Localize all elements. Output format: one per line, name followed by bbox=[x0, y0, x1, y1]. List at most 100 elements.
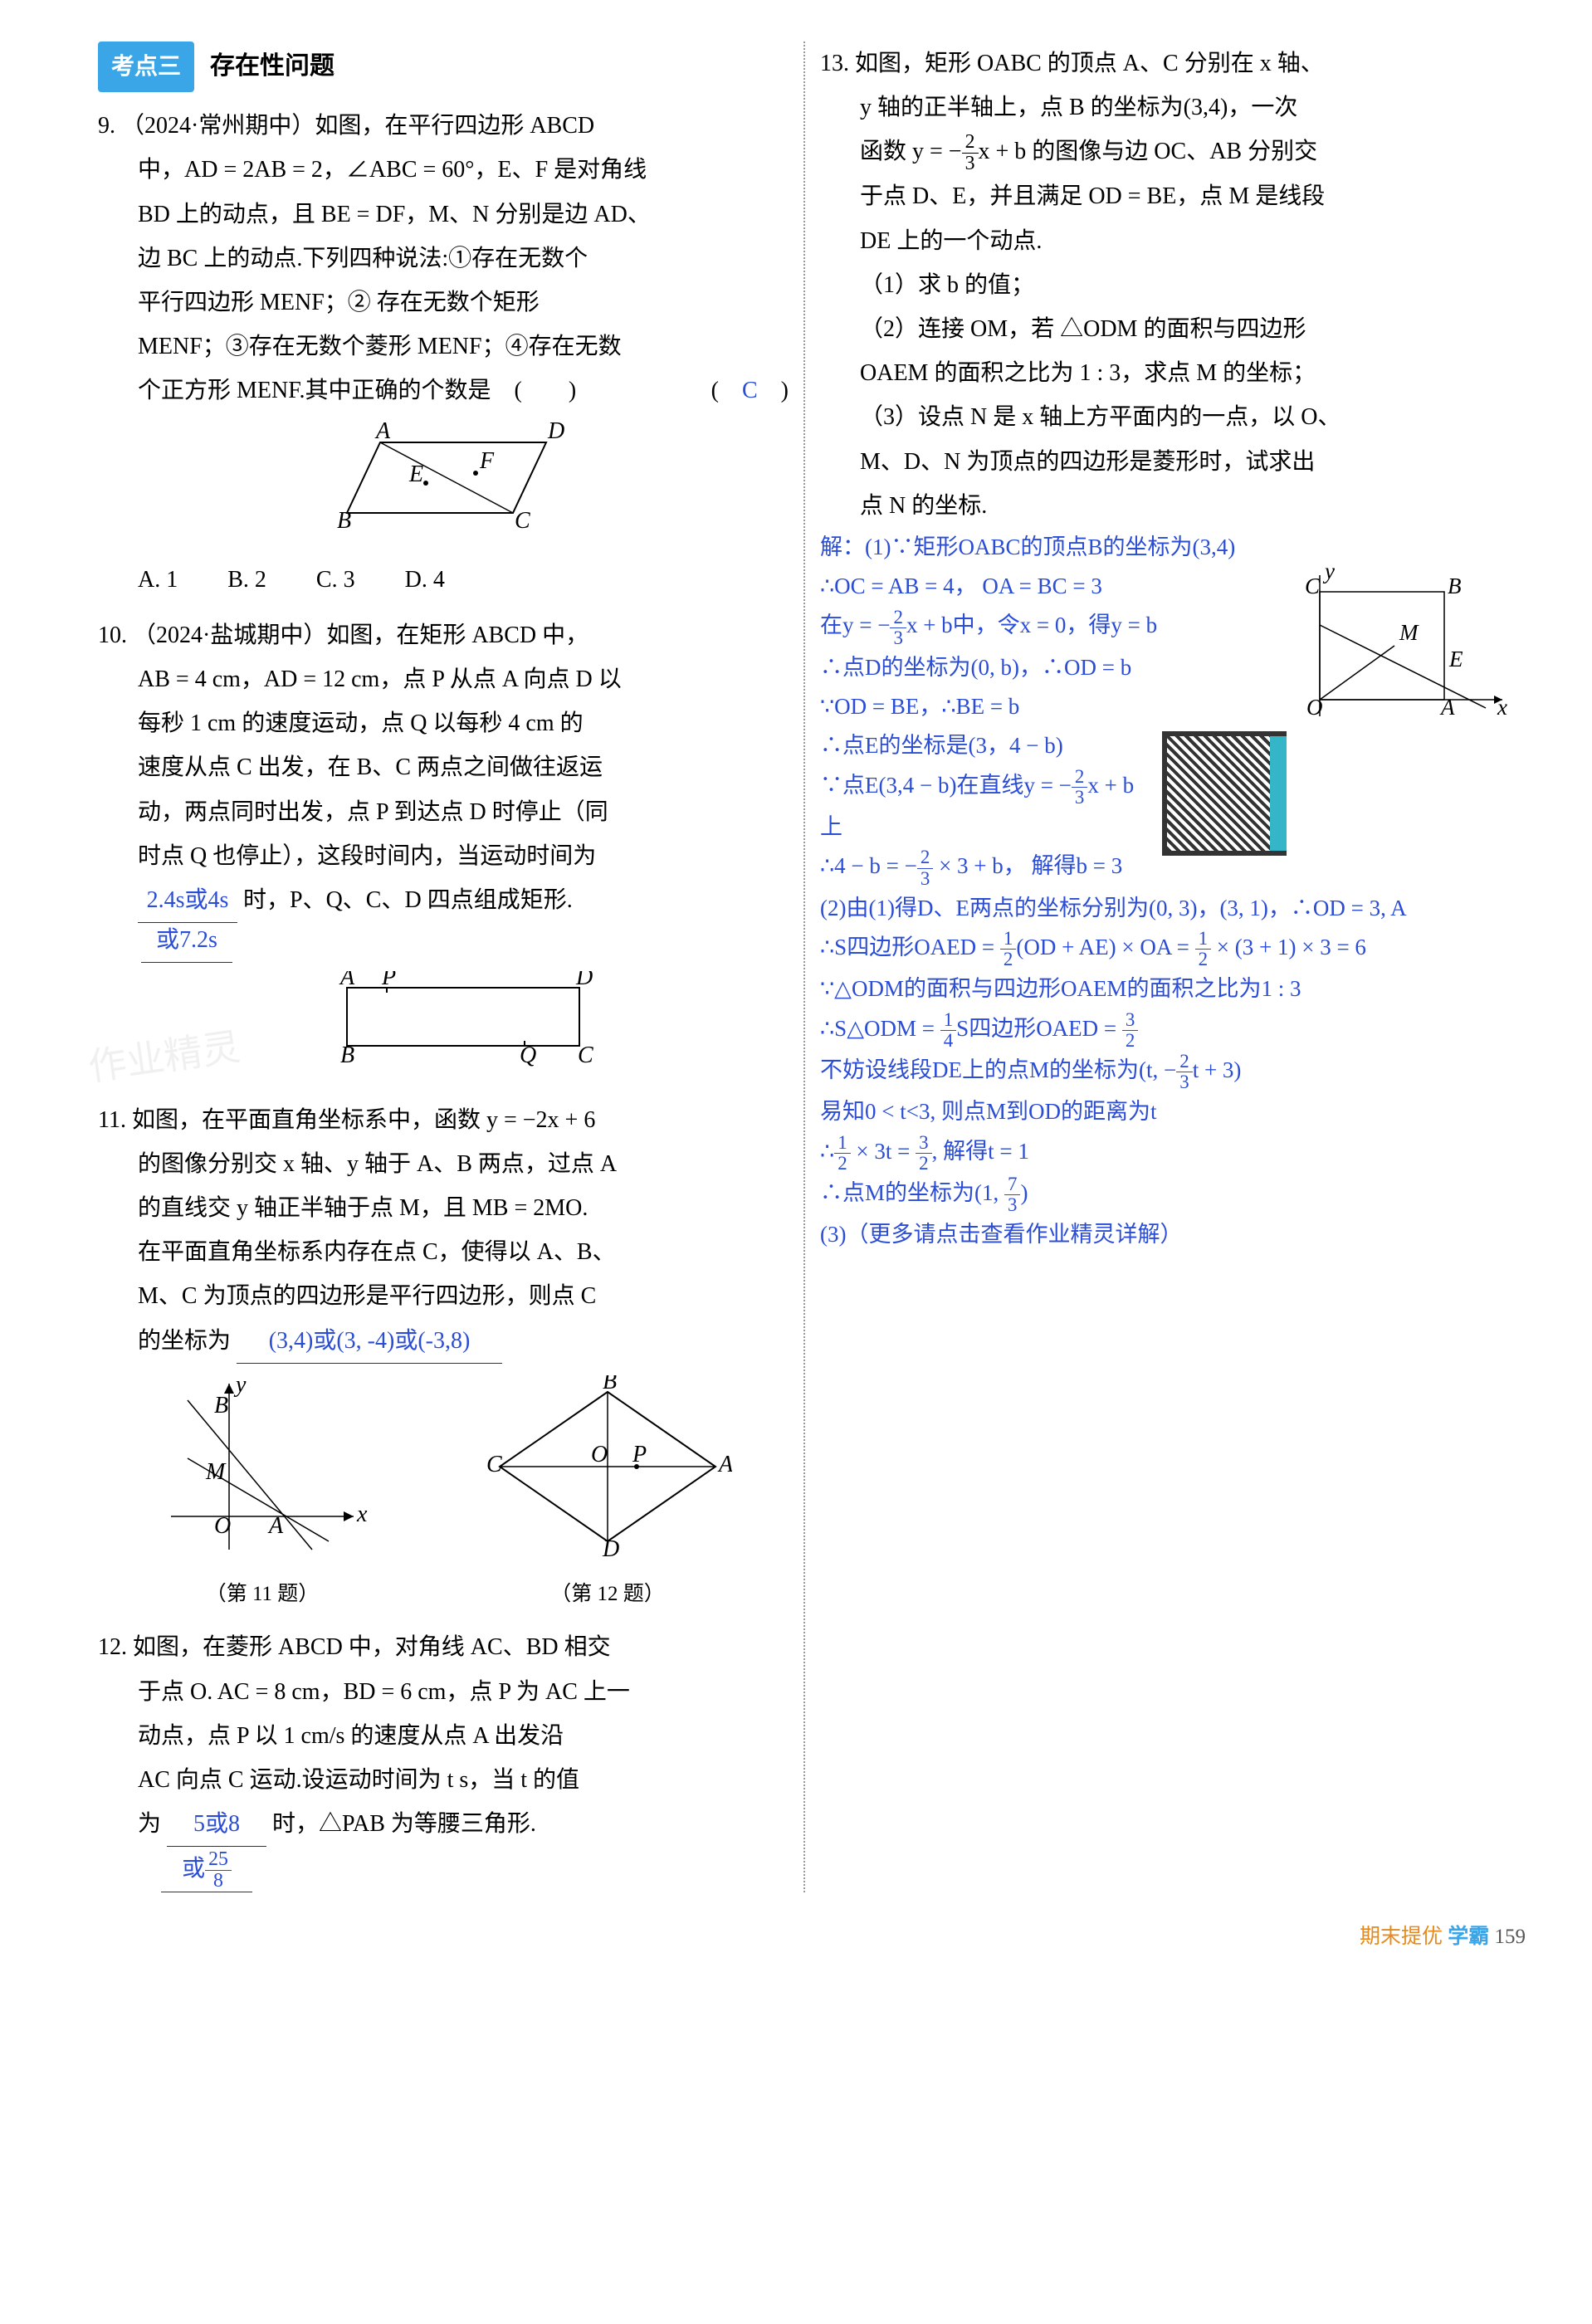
svg-text:y: y bbox=[233, 1375, 247, 1398]
q13-p1: （1）求 b 的值； bbox=[820, 263, 1511, 307]
q13-l1: y 轴的正半轴上，点 B 的坐标为(3,4)，一次 bbox=[820, 85, 1511, 129]
q13-eq-suf: x + b 的图像与边 OC、AB 分别交 bbox=[979, 139, 1318, 164]
sol-l10b: (OD + AE) × OA = bbox=[1016, 935, 1194, 959]
q10-svg: A P D B Q C bbox=[322, 971, 604, 1071]
section-header: 考点三 存在性问题 bbox=[98, 42, 789, 92]
sol-l13n: 2 bbox=[1176, 1052, 1192, 1072]
q9-l4: 平行四边形 MENF；② 存在无数个矩形 bbox=[98, 281, 789, 325]
sol-l11: ∵△ODM的面积与四边形OAEM的面积之比为1 : 3 bbox=[820, 969, 1511, 1008]
sol-l14: 易知0 < t<3, 则点M到OD的距离为t bbox=[820, 1092, 1511, 1131]
section-title: 存在性问题 bbox=[210, 42, 335, 90]
sol-l8b: × 3 + b， 解得b = 3 bbox=[933, 853, 1122, 878]
q11-blank: (3,4)或(3, -4)或(-3,8) bbox=[237, 1319, 502, 1364]
sol-l15a: ∴ bbox=[820, 1139, 834, 1164]
sol-l3a: 在y = − bbox=[820, 613, 890, 637]
q9-line0: 9. （2024·常州期中）如图，在平行四边形 ABCD bbox=[98, 104, 789, 148]
q10-tail: 时，P、Q、C、D 四点组成矩形. bbox=[243, 887, 573, 913]
sol-l7n: 2 bbox=[1072, 767, 1087, 788]
problem-10: 10. （2024·盐城期中）如图，在矩形 ABCD 中， AB = 4 cm，… bbox=[98, 613, 789, 1086]
q10-num: 10. bbox=[98, 622, 127, 648]
q10-l5: 时点 Q 也停止），这段时间内，当运动时间为 bbox=[98, 834, 789, 878]
problem-12: 12. 如图，在菱形 ABCD 中，对角线 AC、BD 相交 于点 O. AC … bbox=[98, 1625, 789, 1892]
footer-page: 159 bbox=[1495, 1926, 1526, 1948]
footer-brand: 学霸 bbox=[1448, 1926, 1489, 1948]
sol-l12a: ∴S△ODM = bbox=[820, 1016, 940, 1041]
sol-l1: 解：(1)∵矩形OABC的顶点B的坐标为(3,4) bbox=[820, 528, 1511, 567]
svg-text:P: P bbox=[632, 1442, 647, 1467]
q10-blank: 2.4s或4s bbox=[138, 878, 237, 923]
svg-text:F: F bbox=[479, 448, 495, 474]
q10-line0: 10. （2024·盐城期中）如图，在矩形 ABCD 中， bbox=[98, 613, 789, 657]
sol-l8a: ∴4 − b = − bbox=[820, 853, 917, 878]
sol-l3b: x + b中，令x = 0，得y = b bbox=[906, 613, 1157, 637]
q12-blank-lower: 或258 bbox=[161, 1847, 252, 1892]
problem-13: 13. 如图，矩形 OABC 的顶点 A、C 分别在 x 轴、 y 轴的正半轴上… bbox=[820, 42, 1511, 528]
q13-p2a: （2）连接 OM，若 △ODM 的面积与四边形 bbox=[820, 307, 1511, 351]
svg-text:B: B bbox=[337, 508, 351, 534]
q9-figure: A D B C E F bbox=[138, 422, 789, 553]
q9-l1: 中，AD = 2AB = 2，∠ABC = 60°，E、F 是对角线 bbox=[98, 148, 789, 192]
q9-opt-a: A. 1 bbox=[138, 558, 178, 602]
q12-line0: 12. 如图，在菱形 ABCD 中，对角线 AC、BD 相交 bbox=[98, 1625, 789, 1669]
sol-l10n1: 1 bbox=[1000, 929, 1016, 950]
svg-text:B: B bbox=[1448, 574, 1462, 598]
sol-l16b: ) bbox=[1020, 1180, 1028, 1205]
svg-text:A: A bbox=[717, 1452, 732, 1477]
q12-blank: 5或8 bbox=[167, 1802, 266, 1847]
q13-frac-n: 2 bbox=[962, 132, 979, 154]
sol-l3n: 2 bbox=[890, 608, 906, 628]
svg-text:A: A bbox=[374, 422, 391, 444]
svg-text:P: P bbox=[381, 971, 396, 990]
sol-l12n2: 3 bbox=[1122, 1010, 1138, 1031]
sol-l10a: ∴S四边形OAED = bbox=[820, 935, 1000, 959]
svg-text:B: B bbox=[340, 1042, 354, 1068]
sol-l16a: ∴点M的坐标为(1, bbox=[820, 1180, 1004, 1205]
q9-opt-c: C. 3 bbox=[316, 558, 355, 602]
page-footer: 期末提优 学霸 159 bbox=[83, 1917, 1526, 1957]
q11-line0: 11. 如图，在平面直角坐标系中，函数 y = −2x + 6 bbox=[98, 1098, 789, 1142]
sol-l12n1: 1 bbox=[940, 1010, 956, 1031]
q12-figure: B A D C O P （第 12 题） bbox=[483, 1375, 732, 1614]
q11-figure: y x B M O A （第 11 题） bbox=[154, 1375, 370, 1614]
q9-opt-d: D. 4 bbox=[405, 558, 445, 602]
q9-source: （2024·常州期中）如图，在平行四边形 ABCD bbox=[121, 113, 594, 139]
sol-l16n: 7 bbox=[1004, 1174, 1020, 1195]
q12-num: 12. bbox=[98, 1634, 127, 1660]
q12-tail: 时，△PAB 为等腰三角形. bbox=[272, 1811, 536, 1837]
q13-b0: 如图，矩形 OABC 的顶点 A、C 分别在 x 轴、 bbox=[855, 51, 1324, 76]
sol-l12: ∴S△ODM = 14S四边形OAED = 32 bbox=[820, 1009, 1511, 1051]
q12-l2: 动点，点 P 以 1 cm/s 的速度从点 A 出发沿 bbox=[98, 1714, 789, 1758]
sol-l12d2: 2 bbox=[1122, 1031, 1138, 1051]
sol-l13a: 不妨设线段DE上的点M的坐标为(t, − bbox=[820, 1057, 1176, 1082]
solution-13: 解：(1)∵矩形OABC的顶点B的坐标为(3,4) C B M E O A x … bbox=[820, 528, 1511, 1255]
sol-l3d: 3 bbox=[890, 628, 906, 648]
q13-frac-d: 3 bbox=[962, 154, 979, 174]
svg-text:x: x bbox=[1497, 695, 1507, 720]
q13-l3: 于点 D、E，并且满足 OD = BE，点 M 是线段 bbox=[820, 174, 1511, 218]
q9-l6-text: 个正方形 MENF.其中正确的个数是 ( ) bbox=[138, 378, 576, 403]
svg-text:C: C bbox=[486, 1452, 502, 1477]
sol-l10n2: 1 bbox=[1195, 929, 1211, 950]
q13-l2: 函数 y = −23x + b 的图像与边 OC、AB 分别交 bbox=[820, 129, 1511, 174]
qr-code-icon[interactable] bbox=[1162, 731, 1287, 856]
q13-eq-pre: 函数 y = − bbox=[860, 139, 962, 164]
page-columns: 考点三 存在性问题 9. （2024·常州期中）如图，在平行四边形 ABCD 中… bbox=[83, 42, 1526, 1892]
svg-text:C: C bbox=[578, 1042, 593, 1068]
sol-l8n: 2 bbox=[917, 847, 933, 868]
q10-l2: 每秒 1 cm 的速度运动，点 Q 以每秒 4 cm 的 bbox=[98, 701, 789, 745]
problem-11: 11. 如图，在平面直角坐标系中，函数 y = −2x + 6 的图像分别交 x… bbox=[98, 1098, 789, 1614]
svg-text:x: x bbox=[356, 1501, 368, 1527]
q11-tail-prefix: 的坐标为 bbox=[138, 1328, 231, 1354]
q13-l4: DE 上的一个动点. bbox=[820, 219, 1511, 263]
q11-b0: 如图，在平面直角坐标系中，函数 y = −2x + 6 bbox=[132, 1107, 595, 1133]
sol-l17: (3)（更多请点击查看作业精灵详解） bbox=[820, 1215, 1511, 1254]
sol-l10d2: 2 bbox=[1195, 950, 1211, 969]
sol-l12d1: 4 bbox=[940, 1031, 956, 1051]
q12-l4: 为 5或8 时，△PAB 为等腰三角形. bbox=[98, 1802, 789, 1847]
sol-l16: ∴点M的坐标为(1, 73) bbox=[820, 1174, 1511, 1215]
q13-p3c: 点 N 的坐标. bbox=[820, 484, 1511, 528]
q11-caption: （第 11 题） bbox=[154, 1575, 370, 1614]
right-column: 13. 如图，矩形 OABC 的顶点 A、C 分别在 x 轴、 y 轴的正半轴上… bbox=[805, 42, 1526, 1892]
svg-text:y: y bbox=[1322, 567, 1335, 583]
sol-l13d: 3 bbox=[1176, 1072, 1192, 1092]
